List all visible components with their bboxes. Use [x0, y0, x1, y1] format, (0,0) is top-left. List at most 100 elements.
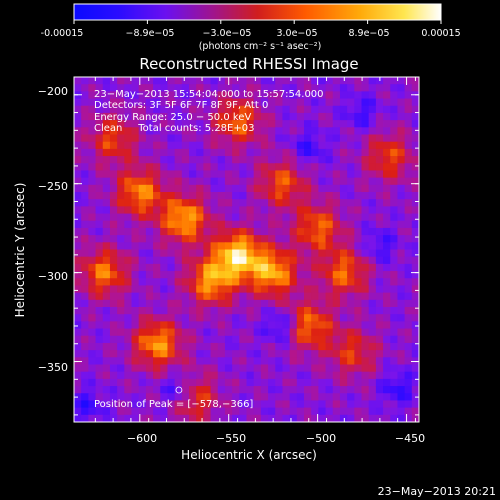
heatmap-cell: [181, 292, 190, 301]
heatmap-cell: [361, 77, 370, 85]
heatmap-cell: [361, 199, 370, 207]
heatmap-cell: [74, 134, 82, 143]
heatmap-cell: [160, 220, 169, 229]
heatmap-cell: [124, 364, 133, 373]
heatmap-cell: [124, 357, 133, 366]
heatmap-cell: [189, 292, 197, 301]
heatmap-cell: [160, 105, 169, 114]
heatmap-cell: [138, 314, 147, 322]
heatmap-cell: [224, 199, 233, 207]
heatmap-cell: [131, 263, 140, 272]
heatmap-cell: [88, 350, 97, 358]
heatmap-cell: [117, 120, 125, 128]
heatmap-cell: [232, 414, 240, 422]
heatmap-cell: [160, 120, 169, 128]
heatmap-cell: [347, 227, 355, 236]
y-tick-label: −350: [38, 361, 68, 374]
heatmap-cell: [339, 235, 348, 243]
heatmap-cell: [153, 242, 161, 251]
heatmap-cell: [289, 256, 298, 265]
heatmap-cell: [239, 235, 248, 243]
heatmap-cell: [160, 371, 169, 380]
heatmap-cell: [275, 414, 284, 422]
heatmap-cell: [174, 414, 183, 422]
heatmap-cell: [131, 335, 140, 344]
heatmap-cell: [217, 227, 226, 236]
heatmap-cell: [224, 141, 233, 150]
heatmap-cell: [124, 350, 133, 358]
heatmap-cell: [109, 213, 118, 222]
heatmap-cell: [318, 307, 327, 315]
heatmap-cell: [81, 213, 89, 222]
heatmap-cell: [368, 112, 377, 121]
heatmap-cell: [81, 414, 89, 422]
heatmap-cell: [239, 192, 248, 200]
heatmap-cell: [411, 220, 419, 229]
heatmap-cell: [102, 141, 111, 150]
heatmap-cell: [196, 364, 204, 373]
heatmap-cell: [74, 371, 82, 380]
heatmap-cell: [81, 235, 89, 243]
heatmap-cell: [217, 364, 226, 373]
heatmap-cell: [81, 285, 89, 294]
heatmap-cell: [102, 184, 111, 193]
heatmap-cell: [282, 249, 291, 258]
heatmap-cell: [354, 335, 363, 344]
heatmap-cell: [117, 342, 125, 351]
heatmap-cell: [167, 220, 176, 229]
heatmap-cell: [260, 112, 269, 121]
heatmap-cell: [246, 156, 255, 164]
heatmap-cell: [160, 350, 169, 358]
heatmap-cell: [268, 364, 276, 373]
heatmap-cell: [246, 378, 255, 387]
heatmap-cell: [196, 227, 204, 236]
heatmap-cell: [196, 91, 204, 100]
heatmap-cell: [282, 184, 291, 193]
heatmap-cell: [153, 350, 161, 358]
heatmap-cell: [368, 91, 377, 100]
heatmap-cell: [109, 307, 118, 315]
heatmap-cell: [145, 184, 154, 193]
heatmap-cell: [181, 227, 190, 236]
heatmap-cell: [109, 127, 118, 136]
heatmap-cell: [160, 386, 169, 394]
heatmap-cell: [397, 227, 406, 236]
heatmap-cell: [325, 249, 334, 258]
heatmap-cell: [253, 299, 262, 308]
heatmap-cell: [124, 285, 133, 294]
heatmap-cell: [246, 98, 255, 107]
heatmap-cell: [109, 148, 118, 157]
heatmap-cell: [339, 163, 348, 172]
heatmap-cell: [174, 91, 183, 100]
heatmap-cell: [253, 206, 262, 215]
heatmap-cell: [217, 263, 226, 272]
heatmap-cell: [109, 342, 118, 351]
heatmap-cell: [153, 314, 161, 322]
heatmap-cell: [282, 407, 291, 416]
heatmap-cell: [95, 77, 104, 85]
heatmap-cell: [160, 278, 169, 287]
y-tick-label: −300: [38, 270, 68, 283]
heatmap-cell: [174, 77, 183, 85]
heatmap-cell: [404, 134, 413, 143]
heatmap-cell: [390, 249, 399, 258]
heatmap-cell: [368, 148, 377, 157]
heatmap-cell: [311, 364, 319, 373]
heatmap-cell: [339, 285, 348, 294]
heatmap-cell: [375, 141, 384, 150]
heatmap-cell: [210, 364, 219, 373]
heatmap-cell: [145, 242, 154, 251]
heatmap-cell: [74, 328, 82, 337]
heatmap-cell: [282, 285, 291, 294]
heatmap-cell: [167, 400, 176, 409]
heatmap-cell: [239, 242, 248, 251]
heatmap-cell: [117, 263, 125, 272]
heatmap-cell: [347, 192, 355, 200]
heatmap-cell: [347, 98, 355, 107]
heatmap-cell: [361, 163, 370, 172]
heatmap-cell: [74, 299, 82, 308]
heatmap-cell: [411, 227, 419, 236]
heatmap-cell: [224, 292, 233, 301]
heatmap-cell: [368, 278, 377, 287]
heatmap-cell: [375, 371, 384, 380]
